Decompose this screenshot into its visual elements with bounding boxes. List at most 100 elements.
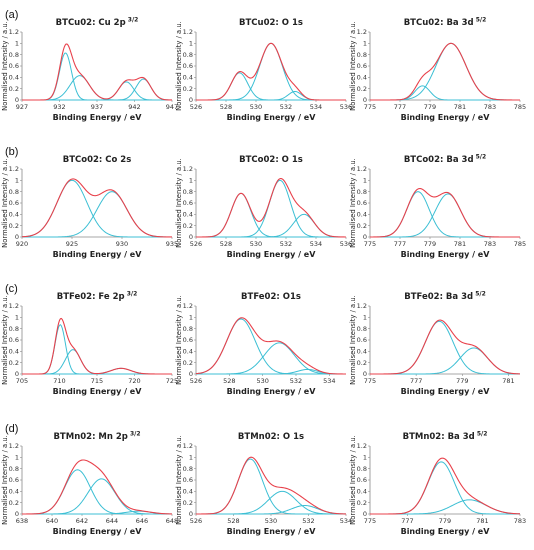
y-tick-label: 0 [363, 510, 367, 518]
x-axis-label: Binding Energy / eV [227, 387, 317, 396]
y-tick-label: 0.4 [357, 74, 367, 82]
y-tick-label: 0.8 [183, 465, 193, 473]
x-tick-label: 638 [16, 517, 28, 525]
panel-title: BTCu02: Ba 3d 5/2 [404, 17, 487, 29]
envelope-line [196, 456, 347, 515]
x-axis-label: Binding Energy / eV [53, 387, 143, 396]
fit-component-line [370, 320, 520, 375]
x-tick-label: 532 [280, 240, 292, 248]
envelope-line [370, 319, 521, 375]
y-axis-label: Normalised Intensity / a.u. [349, 435, 357, 525]
y-axis-label: Normalised Intensity / a.u. [349, 158, 357, 248]
x-tick-label: 534 [310, 240, 322, 248]
y-tick-label: 0.6 [9, 476, 19, 484]
x-tick-label: 528 [223, 377, 235, 385]
fit-component-line [22, 75, 172, 101]
y-tick-label: 0.6 [357, 62, 367, 70]
spectrum-panel: BTFe02: O1s 0 0.2 0.4 0.6 0.8 1 1.2 526 528 530 532… [175, 292, 347, 396]
x-tick-label: 534 [323, 377, 335, 385]
y-tick-label: 0.8 [357, 465, 367, 473]
y-tick-label: 1 [189, 40, 193, 48]
x-tick-label: 526 [190, 377, 202, 385]
y-tick-label: 0.8 [183, 51, 193, 59]
x-tick-label: 785 [514, 240, 526, 248]
panel-title: BTMn02: Ba 3d 5/2 [403, 431, 488, 443]
y-tick-label: 0.4 [183, 211, 193, 219]
x-tick-label: 932 [53, 103, 65, 111]
x-axis-label: Binding Energy / eV [401, 527, 491, 536]
panel-title: BTCu02: Cu 2p 3/2 [56, 17, 139, 29]
x-tick-label: 530 [250, 240, 262, 248]
y-tick-label: 0.4 [357, 348, 367, 356]
x-axis-label: Binding Energy / eV [227, 250, 317, 259]
x-tick-label: 783 [484, 103, 496, 111]
y-axis-label: Normalised Intensity / a.u. [175, 158, 183, 248]
y-tick-label: 0.4 [9, 211, 19, 219]
y-tick-label: 0.6 [9, 199, 19, 207]
fit-component-line [22, 52, 172, 101]
x-tick-label: 777 [394, 103, 406, 111]
x-tick-label: 935 [166, 240, 178, 248]
x-tick-label: 644 [106, 517, 118, 525]
y-tick-label: 1.2 [183, 28, 193, 36]
y-tick-label: 0.2 [357, 359, 367, 367]
fit-component-line [196, 179, 346, 238]
y-tick-label: 0.6 [9, 62, 19, 70]
y-axis-label: Normalised Intensity / a.u. [175, 295, 183, 385]
y-tick-label: 0.4 [357, 488, 367, 496]
fit-component-line [370, 85, 520, 101]
y-tick-label: 0.2 [357, 222, 367, 230]
x-axis-label: Binding Energy / eV [53, 113, 143, 122]
panel-row-label: (d) [5, 423, 18, 435]
y-tick-label: 1 [15, 40, 19, 48]
y-tick-label: 0 [15, 233, 19, 241]
x-tick-label: 532 [302, 517, 314, 525]
x-tick-label: 532 [290, 377, 302, 385]
y-axis-label: Normalised Intensity / a.u. [1, 295, 9, 385]
y-tick-label: 1.2 [9, 302, 19, 310]
y-axis-label: Normalised Intensity / a.u. [1, 21, 9, 111]
panel-title: BTCo02: Co 2s [63, 155, 132, 165]
x-axis-label: Binding Energy / eV [53, 250, 143, 259]
y-tick-label: 1.2 [183, 302, 193, 310]
x-axis-label: Binding Energy / eV [53, 527, 143, 536]
y-tick-label: 0.8 [357, 188, 367, 196]
y-tick-label: 1.2 [357, 165, 367, 173]
x-tick-label: 777 [401, 517, 413, 525]
y-tick-label: 0.4 [9, 488, 19, 496]
y-tick-label: 0.6 [183, 476, 193, 484]
y-tick-label: 1 [363, 177, 367, 185]
x-tick-label: 526 [190, 240, 202, 248]
y-tick-label: 0.2 [9, 359, 19, 367]
envelope-line [22, 317, 172, 375]
panel-title-superscript: 3/2 [126, 17, 139, 24]
envelope-line [22, 43, 172, 101]
panel-title-superscript: 5/2 [475, 431, 488, 438]
y-tick-label: 1 [363, 314, 367, 322]
y-tick-label: 0.6 [9, 336, 19, 344]
y-tick-label: 0 [363, 96, 367, 104]
y-tick-label: 0.2 [183, 359, 193, 367]
y-tick-label: 0 [189, 96, 193, 104]
x-tick-label: 937 [91, 103, 103, 111]
y-tick-label: 1 [189, 454, 193, 462]
spectrum-panel: BTCo02: Co 2s 0 0.2 0.4 0.6 0.8 1 1.2 920 925 930 9… [1, 155, 178, 259]
x-tick-label: 648 [166, 517, 178, 525]
y-tick-label: 1.2 [9, 28, 19, 36]
y-tick-label: 0.4 [9, 74, 19, 82]
x-axis-label: Binding Energy / eV [227, 527, 317, 536]
fit-component-line [22, 78, 172, 101]
y-tick-label: 0.8 [357, 325, 367, 333]
y-tick-label: 0.2 [357, 85, 367, 93]
panel-title: BTFe02: Ba 3d 5/2 [404, 291, 486, 303]
envelope-line [370, 42, 520, 101]
y-tick-label: 0.8 [9, 51, 19, 59]
envelope-line [195, 317, 347, 375]
x-tick-label: 530 [256, 377, 268, 385]
x-tick-label: 925 [66, 240, 78, 248]
y-axis-label: Normalised Intensity / a.u. [175, 21, 183, 111]
x-tick-label: 783 [514, 517, 526, 525]
x-tick-label: 534 [340, 517, 352, 525]
fit-component-line [370, 193, 520, 238]
y-tick-label: 0.4 [357, 211, 367, 219]
